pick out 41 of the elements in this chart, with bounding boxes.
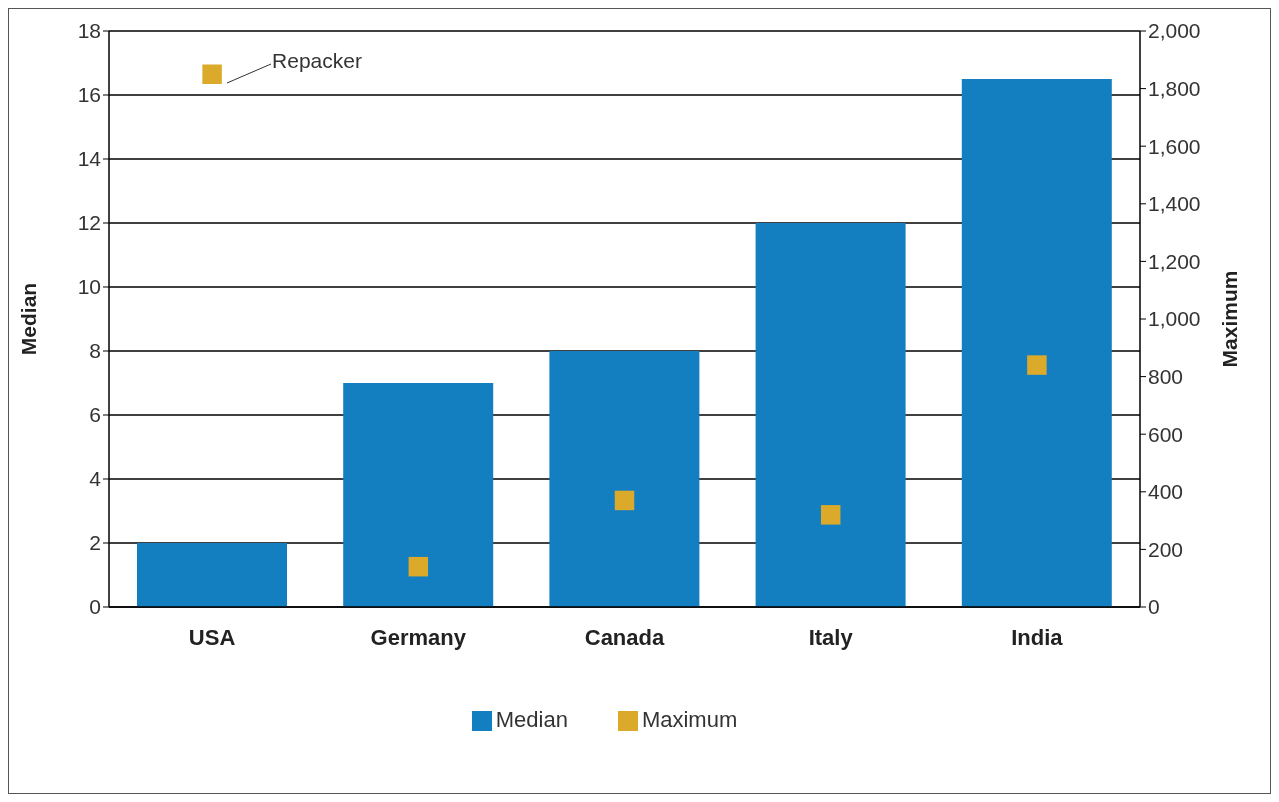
point — [614, 490, 635, 511]
y-tick-label: 2 — [89, 531, 101, 555]
legend-label: Maximum — [641, 707, 738, 732]
bar — [343, 383, 494, 607]
y-axis-title: Median — [17, 282, 41, 356]
y2-tick-label: 800 — [1148, 365, 1184, 389]
y2-tick-label: 600 — [1148, 422, 1184, 446]
bar — [755, 223, 906, 607]
x-tick-label: Italy — [808, 624, 854, 650]
y-tick-label: 14 — [77, 147, 102, 171]
y-tick-label: 12 — [77, 211, 101, 235]
y-tick-label: 4 — [89, 467, 102, 491]
y-tick-label: 10 — [77, 275, 101, 299]
y2-tick-label: 1,200 — [1148, 249, 1201, 273]
x-tick-label: USA — [188, 624, 236, 650]
bar — [549, 351, 700, 607]
point — [1027, 355, 1047, 375]
point — [202, 64, 222, 84]
y-tick-label: 8 — [89, 339, 101, 363]
y2-tick-label: 2,000 — [1148, 19, 1201, 43]
y-tick-label: 0 — [89, 595, 101, 619]
y2-tick-label: 1,000 — [1148, 307, 1201, 331]
y-tick-label: 18 — [77, 19, 101, 43]
bar — [137, 543, 287, 607]
point — [820, 505, 841, 525]
x-tick-label: Canada — [584, 624, 665, 650]
y2-tick-label: 200 — [1148, 537, 1184, 561]
y-tick-label: 16 — [77, 83, 101, 107]
y2-tick-label: 400 — [1148, 480, 1184, 504]
y2-axis-title: Maximum — [1218, 270, 1242, 368]
y2-tick-label: 1,600 — [1148, 134, 1201, 158]
y2-tick-label: 1,800 — [1148, 77, 1201, 101]
y2-tick-label: 1,400 — [1148, 192, 1201, 216]
y2-tick-label: 0 — [1148, 595, 1160, 619]
point — [408, 556, 429, 577]
bar — [961, 79, 1112, 607]
annotation: Repacker — [272, 49, 362, 73]
x-tick-label: Germany — [370, 624, 467, 650]
legend-label: Median — [495, 707, 568, 732]
y-tick-label: 6 — [89, 403, 101, 427]
x-tick-label: India — [1011, 624, 1064, 650]
